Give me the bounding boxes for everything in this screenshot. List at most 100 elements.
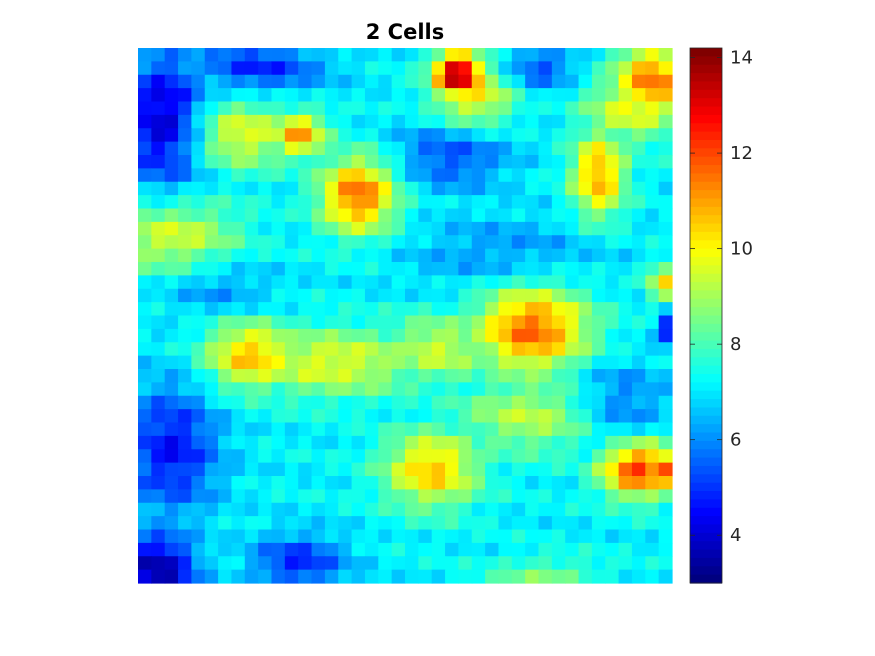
heatmap-cell <box>138 476 152 490</box>
colorbar-segment <box>690 240 722 250</box>
colorbar-segment <box>690 290 722 300</box>
heatmap-cell <box>431 542 446 557</box>
heatmap-cell <box>578 88 593 103</box>
heatmap-cell <box>218 369 233 383</box>
heatmap-cell <box>631 114 646 129</box>
colorbar-segment <box>690 465 722 475</box>
heatmap-cell <box>191 382 206 397</box>
heatmap-cell <box>418 435 433 450</box>
heatmap-cell <box>378 208 393 223</box>
heatmap-cell <box>591 355 606 370</box>
heatmap-cell <box>418 315 433 330</box>
heatmap-cell <box>284 502 299 517</box>
heatmap-cell <box>458 248 473 263</box>
heatmap-cell <box>631 569 646 584</box>
heatmap-cell <box>351 262 366 276</box>
heatmap-cell <box>538 369 553 383</box>
heatmap-cell <box>485 155 500 169</box>
heatmap-cell <box>405 355 419 370</box>
heatmap-cell <box>471 168 486 183</box>
heatmap-cell <box>244 315 259 330</box>
heatmap-cell <box>164 315 179 330</box>
heatmap-cell <box>151 74 166 89</box>
heatmap-cell <box>391 248 406 263</box>
heatmap-cell <box>138 48 152 62</box>
heatmap-cell <box>258 476 273 490</box>
heatmap-cell <box>271 542 286 557</box>
heatmap-cell <box>218 382 233 397</box>
heatmap-cell <box>431 128 446 143</box>
heatmap-cell <box>525 409 540 424</box>
heatmap-cell <box>405 302 419 317</box>
colorbar-segment <box>690 549 722 559</box>
heatmap-cell <box>645 262 660 276</box>
heatmap-cell <box>378 128 393 143</box>
heatmap-cell <box>204 48 219 62</box>
heatmap-cell <box>204 462 219 477</box>
heatmap-cell <box>138 328 152 343</box>
heatmap-cell <box>498 168 513 183</box>
heatmap-cell <box>298 275 313 290</box>
heatmap-cell <box>311 74 326 89</box>
heatmap-cell <box>618 502 633 517</box>
heatmap-cell <box>565 101 580 116</box>
heatmap-cell <box>351 422 366 437</box>
heatmap-cell <box>591 61 606 76</box>
heatmap-cell <box>244 435 259 450</box>
heatmap-cell <box>258 88 273 103</box>
heatmap-cell <box>618 449 633 464</box>
heatmap-cell <box>138 569 152 584</box>
heatmap-cell <box>324 435 339 450</box>
heatmap-cell <box>311 462 326 477</box>
heatmap-cell <box>405 409 419 424</box>
heatmap-cell <box>151 248 166 263</box>
heatmap-cell <box>498 516 513 531</box>
heatmap-cell <box>565 342 580 357</box>
heatmap-cell <box>204 248 219 263</box>
heatmap-cell <box>511 48 526 62</box>
heatmap-cell <box>458 235 473 250</box>
heatmap-cell <box>231 74 246 89</box>
heatmap-cell <box>338 235 353 250</box>
heatmap-cell <box>471 395 486 410</box>
heatmap-cell <box>578 462 593 477</box>
heatmap-cell <box>351 141 366 156</box>
heatmap-cell <box>405 462 419 477</box>
heatmap-cell <box>498 542 513 557</box>
heatmap-cell <box>364 74 379 89</box>
heatmap-cell <box>485 61 500 76</box>
heatmap-cell <box>338 355 353 370</box>
heatmap-cell <box>151 221 166 236</box>
heatmap-cell <box>551 155 566 169</box>
heatmap-cell <box>405 208 419 223</box>
heatmap-cell <box>631 74 646 89</box>
heatmap-cell <box>231 208 246 223</box>
heatmap-cell <box>431 114 446 129</box>
heatmap-cell <box>538 168 553 183</box>
heatmap-cell <box>218 48 233 62</box>
heatmap-cell <box>244 328 259 343</box>
heatmap-cell <box>218 462 233 477</box>
heatmap-cell <box>271 328 286 343</box>
heatmap-cell <box>551 262 566 276</box>
heatmap-cell <box>631 248 646 263</box>
heatmap-cell <box>471 235 486 250</box>
heatmap-cell <box>511 168 526 183</box>
heatmap-cell <box>418 168 433 183</box>
colorbar-segment <box>690 432 722 442</box>
heatmap-cell <box>178 449 192 464</box>
heatmap-cell <box>565 128 580 143</box>
heatmap-cell <box>658 355 673 370</box>
heatmap-cell <box>525 355 540 370</box>
heatmap-cell <box>565 556 580 571</box>
heatmap-cell <box>618 88 633 103</box>
heatmap-cell <box>525 556 540 571</box>
heatmap-cell <box>351 476 366 490</box>
heatmap-cell <box>405 556 419 571</box>
heatmap-cell <box>645 315 660 330</box>
heatmap-cell <box>138 395 152 410</box>
heatmap-cell <box>645 328 660 343</box>
colorbar-segment <box>690 499 722 509</box>
heatmap-cell <box>338 476 353 490</box>
heatmap-cell <box>565 168 580 183</box>
